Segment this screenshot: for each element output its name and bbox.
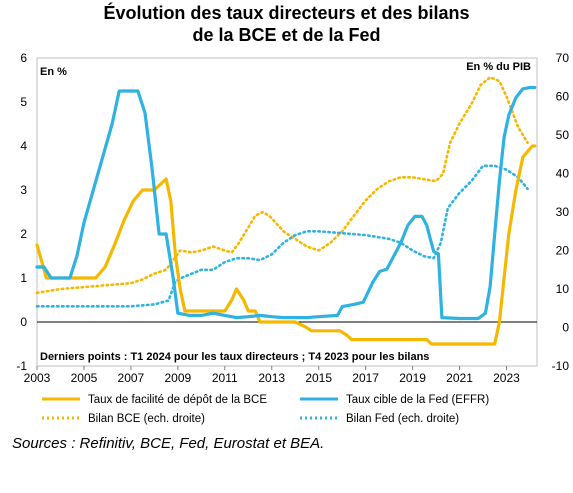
y-left-tick-label: -1: [16, 359, 27, 373]
x-tick-label: 2019: [399, 371, 426, 385]
sources-note: Sources : Refinitiv, BCE, Fed, Eurostat …: [12, 435, 325, 452]
series-fed-target-rate: [35, 85, 537, 321]
x-tick-label: 2015: [305, 371, 332, 385]
left-axis-unit: En %: [40, 66, 67, 78]
x-tick-label: 2011: [212, 371, 238, 385]
y-left-tick-label: 3: [20, 183, 27, 197]
y-right-tick-label: 0: [562, 321, 569, 335]
y-left-tick-label: 4: [20, 139, 27, 153]
y-left-tick-label: 1: [20, 271, 27, 285]
x-tick-label: 2009: [164, 371, 191, 385]
y-left-tick-label: 6: [20, 51, 27, 65]
y-left-tick-label: 5: [20, 95, 27, 109]
legend-label-ecb-balance: Bilan BCE (ech. droite): [88, 413, 205, 425]
x-tick-label: 2017: [352, 371, 379, 385]
plot-frame: [36, 57, 538, 367]
y-right-tick-label: 60: [556, 90, 570, 104]
y-left-tick-label: 0: [20, 315, 27, 329]
chart-svg: 2003 2005 2007 2009 2011 2013 2015 2017 2019 2021…: [16, 51, 569, 425]
y-left-tick-label: 2: [20, 227, 27, 241]
x-tick-label: 2013: [258, 371, 285, 385]
chart-title: Évolution des taux directeurs et des bil…: [0, 2, 573, 46]
x-tick-label: 2005: [71, 371, 98, 385]
y-right-tick-label: 30: [556, 205, 570, 219]
y-right-tick-label: -10: [552, 359, 570, 373]
chart-title-line-1: Évolution des taux directeurs et des bil…: [103, 3, 470, 23]
axes-layer: 2003 2005 2007 2009 2011 2013 2015 2017 2019 2021…: [16, 51, 569, 385]
right-axis-unit: En % du PIB: [466, 61, 531, 73]
x-tick-label: 2007: [118, 371, 145, 385]
y-right-tick-label: 20: [556, 244, 570, 258]
series-ecb-deposit-rate: [35, 144, 537, 346]
y-right-tick-label: 50: [556, 128, 570, 142]
x-tick-label: 2023: [493, 371, 520, 385]
series-layer: [35, 76, 537, 346]
legend-label-ecb-rate: Taux de facilité de dépôt de la BCE: [88, 394, 267, 406]
x-tick-label: 2021: [446, 371, 473, 385]
y-right-tick-label: 10: [556, 282, 570, 296]
legend-label-fed-rate: Taux cible de la Fed (EFFR): [346, 394, 489, 406]
series-fed-balance-sheet: [35, 164, 529, 308]
last-points-note: Derniers points : T1 2024 pour les taux …: [40, 351, 429, 363]
y-right-tick-label: 40: [556, 167, 570, 181]
chart-title-line-2: de la BCE et de la Fed: [192, 25, 381, 45]
series-ecb-balance-sheet: [35, 76, 529, 295]
x-tick-label: 2003: [24, 371, 51, 385]
legend-label-fed-balance: Bilan Fed (ech. droite): [346, 413, 459, 425]
legend: Taux de facilité de dépôt de la BCE Taux…: [42, 394, 489, 425]
y-right-tick-label: 70: [556, 51, 570, 65]
